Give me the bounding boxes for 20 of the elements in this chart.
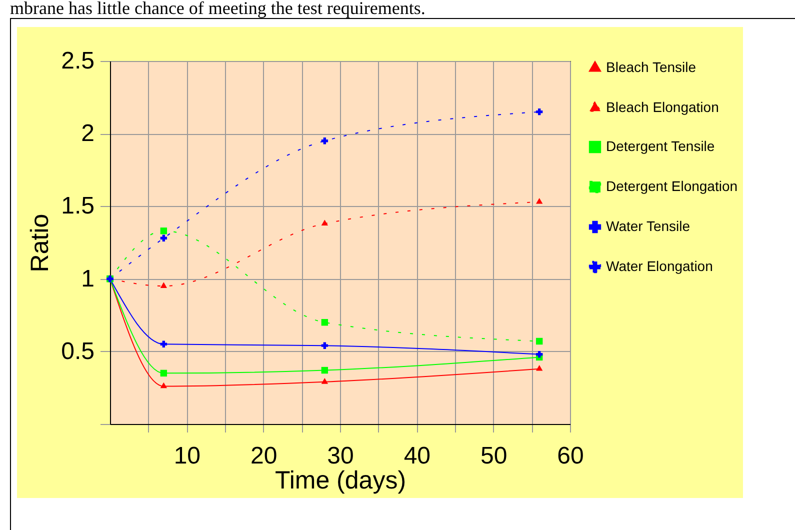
text: mbrane has little chance of meeting the test requirements. [10,0,426,18]
y-tick-label: 1 [81,265,94,292]
legend-label: Detergent Elongation [606,178,738,194]
x-tick-label: 10 [174,442,201,470]
y-tick-label: 1.5 [61,192,94,220]
x-axis-title: Time (days) [274,466,406,494]
y-tick-label: 0.5 [61,338,94,365]
x-tick-label: 30 [327,442,354,470]
legend-label: Bleach Tensile [606,59,696,75]
x-tick-label: 50 [480,442,508,470]
y-axis-title: Ratio [26,214,54,272]
y-tick-label: 2.5 [61,48,94,74]
legend-label: Water Tensile [606,218,690,234]
x-tick-label: 40 [404,442,431,470]
y-tick-label: 2 [81,120,94,148]
x-tick-label: 20 [250,442,278,470]
legend-label: Detergent Tensile [606,138,715,154]
legend-label: Water Elongation [606,258,713,274]
legend-label: Bleach Elongation [606,99,719,115]
x-tick-label: 60 [557,442,584,470]
